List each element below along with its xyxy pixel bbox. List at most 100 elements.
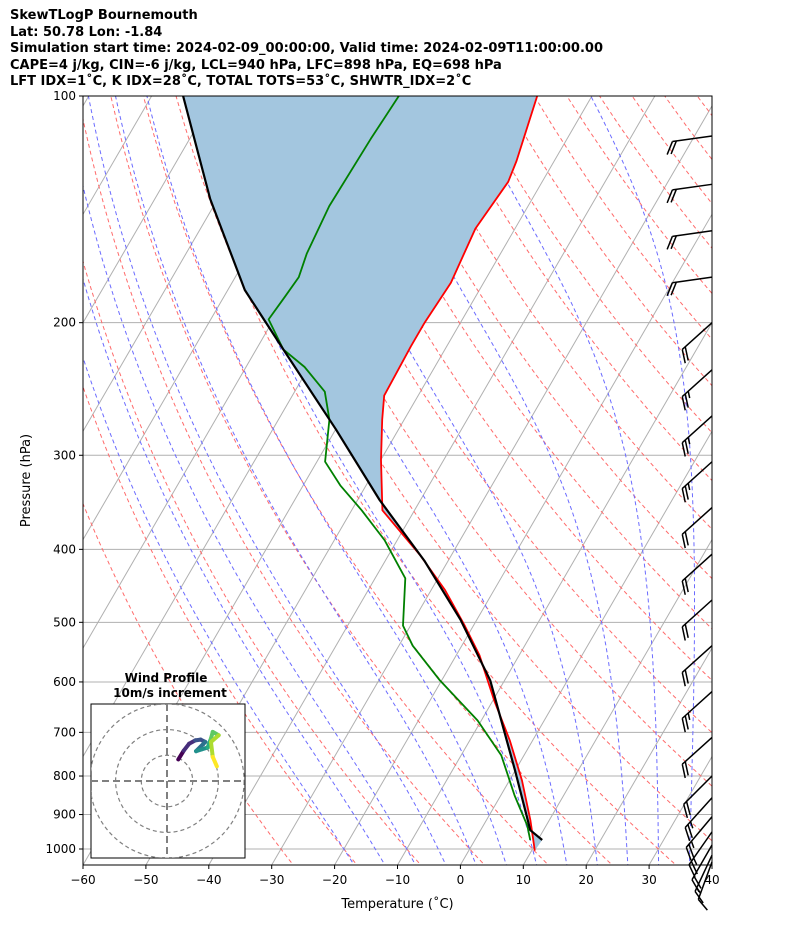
wind-barb — [681, 736, 713, 779]
wind-barb — [684, 797, 713, 842]
dry-adiabat — [370, 96, 712, 580]
wind-barb — [681, 506, 713, 549]
wind-barbs — [666, 135, 713, 911]
moist-adiabat — [83, 356, 355, 865]
cape-area — [183, 96, 543, 851]
title-station: SkewTLogP Bournemouth — [10, 8, 198, 23]
wind-barb — [681, 645, 713, 687]
background-lines — [83, 79, 794, 868]
isotherm-gridline — [271, 104, 712, 865]
parcel-line — [182, 96, 543, 841]
wind-barb — [681, 369, 713, 411]
dry-adiabat — [338, 96, 712, 630]
dry-adiabat — [664, 96, 712, 161]
moist-adiabat — [114, 96, 477, 865]
x-tick-label: 20 — [579, 873, 594, 887]
dry-adiabat — [599, 96, 712, 250]
isotherm-gridline — [711, 864, 712, 865]
wind-barb — [681, 322, 713, 364]
wind-barb — [682, 775, 713, 819]
isotherm-gridline — [208, 96, 656, 865]
temperature-line — [380, 96, 539, 851]
dry-adiabat — [83, 502, 294, 865]
dry-adiabat — [83, 385, 358, 865]
hodograph-ring — [91, 704, 245, 858]
x-axis-label: Temperature (˚C) — [340, 896, 453, 912]
isotherm-gridline — [83, 96, 153, 216]
x-tick-label: −20 — [322, 873, 347, 887]
moist-adiabat — [751, 79, 794, 868]
dry-adiabat — [240, 96, 712, 787]
dry-adiabat — [533, 96, 712, 341]
dry-adiabat — [83, 259, 422, 865]
isotherm-gridline — [334, 213, 712, 865]
isotherm-gridline — [83, 96, 216, 324]
y-tick-label: 700 — [53, 725, 76, 739]
y-axis-label: Pressure (hPa) — [19, 434, 34, 527]
axes: −60 −50 −40 −30 −20 −10 0 10 20 30 40 100 200 300 400 5… — [19, 89, 720, 912]
y-tick-label: 500 — [53, 615, 76, 629]
profiles — [182, 96, 543, 851]
isotherm-gridline — [83, 96, 90, 107]
x-tick-label: 0 — [457, 873, 465, 887]
x-tick-label: −30 — [259, 873, 284, 887]
y-tick-label: 100 — [53, 89, 76, 103]
wind-barb — [681, 691, 713, 733]
hodograph-segment — [208, 739, 215, 759]
wind-barb — [681, 415, 713, 457]
wind-barb — [685, 816, 713, 861]
title-stability-indices: LFT IDX=1˚C, K IDX=28˚C, TOTAL TOTS=53˚C… — [10, 74, 472, 90]
moist-adiabat — [183, 96, 538, 865]
moist-adiabat — [83, 277, 386, 865]
x-tick-label: 40 — [704, 873, 719, 887]
x-tick-label: −10 — [385, 873, 410, 887]
moist-adiabat — [229, 96, 568, 865]
x-tick-label: 10 — [516, 873, 531, 887]
y-tick-label: 1000 — [45, 842, 76, 856]
moist-adiabat — [87, 96, 447, 865]
dry-adiabat — [468, 96, 712, 434]
chart-title-block: SkewTLogP Bournemouth Lat: 50.78 Lon: -1… — [10, 8, 603, 91]
isotherm-gridline — [83, 96, 278, 433]
dry-adiabat — [730, 96, 794, 868]
isotherm-gridline — [585, 647, 712, 865]
dry-adiabat — [305, 96, 712, 681]
moist-adiabat — [590, 96, 695, 865]
moist-adiabat — [460, 96, 660, 865]
wind-barb — [666, 276, 713, 297]
moist-adiabat — [287, 96, 598, 865]
wind-barb — [681, 461, 713, 503]
y-tick-label: 600 — [53, 675, 76, 689]
wind-barb — [681, 599, 713, 641]
y-tick-label: 300 — [53, 448, 76, 462]
dry-adiabat — [110, 96, 550, 865]
x-tick-label: −40 — [196, 873, 221, 887]
title-cape-indices: CAPE=4 j/kg, CIN=-6 j/kg, LCL=940 hPa, L… — [10, 57, 502, 73]
hodograph-segment — [210, 754, 219, 769]
moist-adiabat — [146, 96, 507, 865]
isotherm-gridline — [459, 430, 712, 865]
isotherm-gridline — [396, 321, 712, 865]
x-tick-label: −60 — [70, 873, 95, 887]
moist-adiabat — [83, 183, 417, 865]
y-tick-label: 800 — [53, 769, 76, 783]
dry-adiabat — [436, 96, 712, 482]
wind-barb — [666, 183, 713, 204]
title-location: Lat: 50.78 Lon: -1.84 — [10, 24, 163, 40]
dewpoint-line — [267, 96, 532, 841]
moist-adiabat — [720, 79, 747, 868]
hodograph-subtitle: 10m/s increment — [113, 686, 227, 700]
dry-adiabat — [501, 96, 712, 387]
isotherm-gridline — [522, 538, 712, 865]
y-tick-label: 900 — [53, 808, 76, 822]
moist-adiabat — [362, 96, 629, 865]
hodograph-title: Wind Profile — [125, 671, 208, 685]
x-tick-label: 30 — [641, 873, 656, 887]
dry-adiabat — [83, 116, 486, 865]
y-tick-label: 200 — [53, 316, 76, 330]
dry-adiabat — [566, 96, 712, 295]
wind-barb — [666, 135, 713, 155]
wind-barb — [697, 861, 713, 911]
wind-barb — [666, 230, 713, 250]
